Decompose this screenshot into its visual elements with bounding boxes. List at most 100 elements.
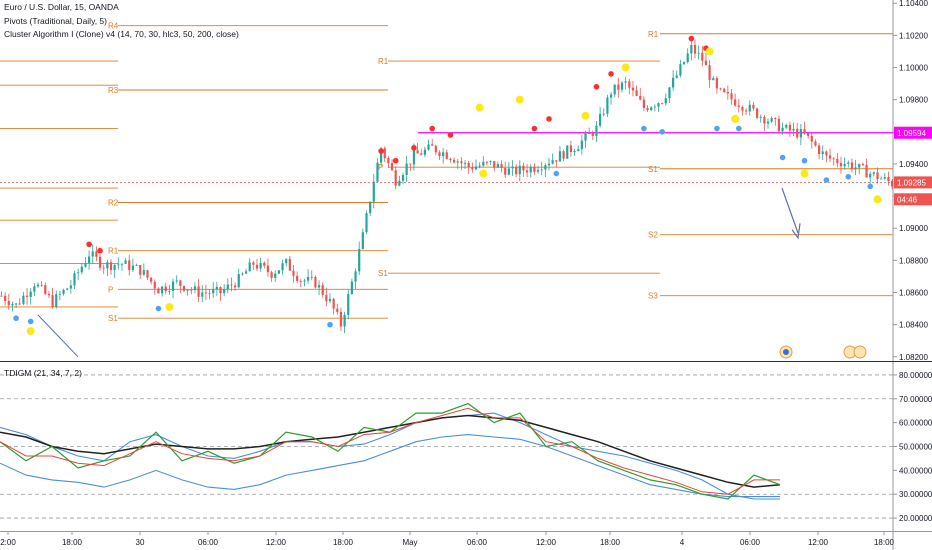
candle-body — [799, 129, 802, 138]
candle-body — [540, 169, 543, 171]
trend-line-left[interactable] — [37, 314, 79, 358]
candle-body — [474, 166, 478, 170]
candle-body — [339, 311, 343, 327]
indicator-tick-label: 30.00000 — [899, 490, 932, 499]
candle-body — [712, 78, 715, 81]
candle-body — [661, 103, 664, 104]
pivot-label-r2: R2 — [108, 199, 119, 208]
candle-body — [106, 262, 109, 269]
pivot-label-s3: S3 — [648, 292, 658, 301]
indicator-tick-label: 40.00000 — [899, 466, 932, 475]
candle-body — [482, 161, 485, 166]
candle-body — [117, 264, 120, 266]
cluster-red-dot — [378, 148, 384, 154]
candle-body — [204, 292, 207, 294]
candle-body — [58, 293, 61, 295]
candle-body — [507, 168, 510, 175]
candle-body — [631, 87, 635, 91]
pivot-label-s1: S1 — [378, 269, 388, 278]
indicator-tick-label: 50.00000 — [899, 443, 932, 452]
candle-body — [646, 108, 649, 111]
cluster-blue-dot — [155, 305, 162, 312]
candle-body — [562, 151, 565, 159]
candle-body — [719, 88, 722, 90]
candle-body — [142, 270, 145, 275]
candle-body — [730, 93, 733, 100]
candle-body — [124, 260, 127, 264]
candle-body — [303, 280, 306, 282]
cluster-yellow-dot — [731, 114, 740, 123]
candle-body — [442, 152, 445, 157]
candle-body — [361, 232, 364, 249]
candle-body — [814, 141, 817, 146]
candle-body — [420, 153, 423, 155]
candle-body — [365, 213, 368, 233]
cluster-red-dot — [531, 125, 538, 132]
time-tick-label: 2:00 — [0, 538, 16, 547]
candle-body — [423, 149, 426, 155]
candle-body — [704, 60, 708, 66]
event-icon-flag[interactable] — [853, 345, 867, 359]
candle-body — [639, 95, 642, 100]
candle-body — [135, 264, 138, 266]
candle-body — [84, 262, 87, 267]
candle-body — [434, 145, 437, 153]
candle-body — [737, 105, 740, 107]
candle-body — [679, 64, 682, 76]
candle-body — [171, 281, 175, 291]
time-tick-label: 18:00 — [874, 538, 895, 547]
candle-body — [810, 135, 813, 142]
candle-body — [299, 280, 302, 282]
candle-body — [376, 162, 379, 182]
cluster-blue-dot — [27, 318, 34, 325]
candle-body — [387, 158, 390, 164]
candle-body — [650, 107, 653, 111]
arrow-shaft[interactable] — [781, 187, 799, 234]
price-tag-label: 1.09285 — [897, 178, 926, 187]
candle-body — [241, 273, 244, 275]
candle-body — [307, 276, 310, 281]
candle-body — [292, 270, 295, 276]
cluster-blue-dot — [553, 170, 560, 177]
tdigm-upper-band — [0, 412, 780, 500]
candle-body — [558, 151, 562, 162]
candle-body — [449, 158, 452, 160]
cluster-blue-dot — [736, 125, 742, 132]
cluster-red-dot — [546, 116, 552, 122]
candle-body — [416, 150, 419, 154]
candle-body — [741, 106, 744, 111]
cluster-blue-dot — [823, 177, 830, 183]
candle-body — [88, 256, 91, 263]
candle-body — [343, 314, 346, 327]
candle-body — [47, 293, 51, 296]
candle-body — [496, 164, 499, 168]
candle-body — [146, 270, 149, 278]
time-tick-label: 06:00 — [198, 538, 219, 547]
candle-body — [755, 108, 759, 118]
candle-body — [672, 77, 675, 88]
pivot-label-r1: R1 — [378, 57, 389, 66]
candle-body — [580, 140, 583, 150]
candle-body — [259, 262, 262, 269]
candle-body — [869, 173, 872, 178]
candle-body — [394, 170, 397, 186]
candle-body — [201, 292, 204, 297]
cluster-blue-dot — [779, 154, 786, 161]
candle-body — [193, 286, 197, 290]
candle-body — [11, 303, 14, 306]
candle-body — [244, 271, 248, 274]
candle-body — [332, 298, 335, 309]
time-tick-label: 18:00 — [600, 538, 621, 547]
candle-body — [821, 151, 824, 155]
candle-body — [347, 294, 350, 315]
candle-body — [409, 163, 412, 165]
pivot-label-p: P — [108, 285, 113, 294]
candle-body — [248, 262, 251, 272]
cluster-blue-dot — [867, 183, 873, 190]
candle-body — [215, 286, 218, 290]
candle-body — [748, 104, 751, 112]
candle-body — [179, 280, 182, 287]
pivot-label-r1: R1 — [648, 30, 659, 39]
candle-body — [139, 264, 142, 275]
